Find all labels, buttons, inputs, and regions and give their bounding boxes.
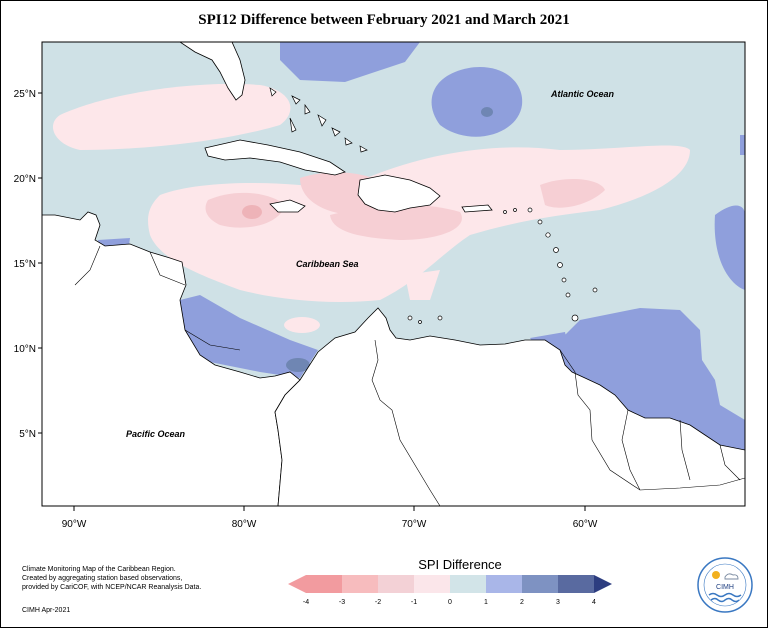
border-colombia-venezuela — [371, 339, 441, 506]
label-pacific-ocean: Pacific Ocean — [126, 429, 186, 439]
border-suriname-guiana — [679, 419, 691, 481]
land-cuba — [204, 139, 346, 176]
latitude-axis: 25°N 20°N 15°N 10°N 5°N — [14, 89, 42, 440]
label-caribbean-sea: Caribbean Sea — [296, 259, 359, 269]
cloud-icon — [724, 573, 739, 580]
legend-swatch — [486, 575, 522, 593]
footer-note-line: Climate Monitoring Map of the Caribbean … — [22, 566, 176, 573]
lon-tick-label: 70°W — [402, 519, 427, 530]
lat-tick-label: 10°N — [14, 344, 36, 355]
islands-bahamas — [269, 87, 368, 153]
wet-anomaly-central-america — [180, 295, 318, 378]
legend-swatch — [306, 575, 342, 593]
legend-swatch — [522, 575, 558, 593]
border-central-america-1 — [184, 329, 241, 351]
legend-arrow-right — [594, 575, 612, 593]
legend-swatch — [414, 575, 450, 593]
wet-anomaly-north-bahamas — [280, 42, 420, 82]
dry-anomaly-leeward — [540, 178, 605, 208]
label-atlantic-ocean: Atlantic Ocean — [550, 89, 615, 99]
lon-tick-label: 80°W — [232, 519, 257, 530]
border-central-america-3 — [74, 245, 101, 286]
legend-label: -1 — [411, 599, 417, 606]
footer-note: Climate Monitoring Map of the Caribbean … — [22, 565, 201, 592]
lat-tick-label: 5°N — [19, 429, 36, 440]
land-hispaniola — [357, 174, 441, 213]
border-venezuela-guyana — [559, 349, 593, 441]
legend-label: -2 — [375, 599, 381, 606]
legend-colorbar: -4 -3 -2 -1 0 1 2 3 4 — [288, 575, 612, 606]
islands-lesser-antilles — [407, 207, 598, 324]
map-title: SPI12 Difference between February 2021 a… — [198, 12, 570, 28]
border-brazil-north — [591, 439, 745, 491]
legend-swatch — [342, 575, 378, 593]
wet-anomaly-east-atlantic — [714, 205, 745, 290]
wet-anomaly-panama-core — [286, 358, 310, 372]
map-border — [41, 41, 746, 507]
wet-anomaly-atlantic — [431, 67, 523, 137]
land-jamaica — [269, 199, 306, 213]
dry-anomaly-colombia-coast — [284, 317, 320, 333]
legend-label: 0 — [448, 599, 452, 606]
legend-title: SPI Difference — [418, 557, 502, 572]
legend-label: 4 — [592, 599, 596, 606]
border-central-america-2 — [149, 251, 186, 286]
dry-anomaly-jamaica-core — [242, 205, 262, 219]
footer-credit: CIMH Apr-2021 — [22, 607, 71, 614]
longitude-axis: 90°W 80°W 70°W 60°W — [62, 506, 598, 530]
map-panel: Atlantic Ocean Caribbean Sea Pacific Oce… — [42, 42, 745, 506]
legend-label: -3 — [339, 599, 345, 606]
lon-tick-label: 60°W — [573, 519, 598, 530]
cimh-logo: CIMH — [697, 557, 753, 613]
lat-tick-label: 15°N — [14, 259, 36, 270]
legend-label: 3 — [556, 599, 560, 606]
wet-anomaly-atlantic-core — [481, 107, 493, 117]
legend-label: 2 — [520, 599, 524, 606]
lat-tick-label: 20°N — [14, 174, 36, 185]
legend-swatch — [450, 575, 486, 593]
land-florida — [179, 42, 246, 101]
legend-arrow-left — [288, 575, 306, 593]
border-guiana-brazil — [719, 444, 741, 481]
legend-label: 1 — [484, 599, 488, 606]
lat-tick-label: 25°N — [14, 89, 36, 100]
footer-note-line: provided by CariCOF, with NCEP/NCAR Rean… — [22, 584, 202, 591]
legend-swatch — [378, 575, 414, 593]
sun-icon — [712, 571, 720, 579]
legend-swatch — [558, 575, 594, 593]
dry-anomaly-gulf — [52, 83, 291, 150]
dry-anomaly-central-caribbean — [330, 204, 462, 240]
lon-tick-label: 90°W — [62, 519, 87, 530]
border-guyana-suriname — [621, 409, 641, 491]
dry-anomaly-venezuela-coast — [405, 270, 440, 300]
land-puerto-rico — [461, 204, 493, 213]
wet-anomaly-east-edge — [740, 135, 745, 155]
land-south-america — [274, 307, 745, 506]
footer-note-line: Created by aggregating station based obs… — [22, 575, 183, 582]
wave-icon — [708, 592, 742, 598]
logo-text: CIMH — [716, 584, 734, 591]
legend-label: -4 — [303, 599, 309, 606]
